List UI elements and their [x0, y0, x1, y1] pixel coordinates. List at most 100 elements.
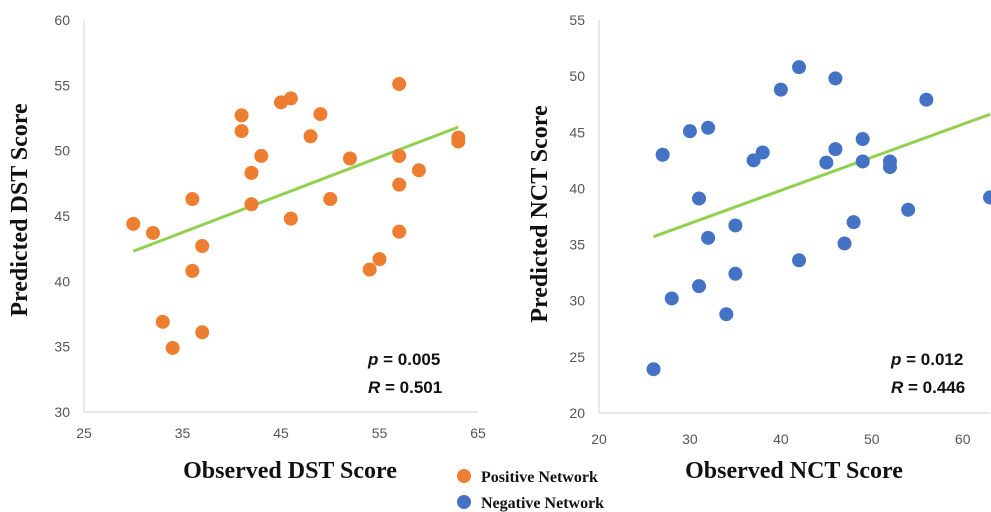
points-group — [126, 77, 466, 355]
y-tick-label: 30 — [569, 293, 585, 309]
x-tick-label: 45 — [273, 425, 289, 441]
data-point — [792, 60, 807, 75]
data-point — [755, 145, 770, 160]
data-point — [692, 191, 707, 206]
legend: Positive Network Negative Network — [457, 469, 604, 512]
data-point — [773, 82, 788, 97]
y-tick-label: 20 — [569, 405, 585, 421]
y-tick-label: 60 — [54, 12, 70, 28]
data-point — [234, 108, 249, 123]
y-axis-title: Predicted DST Score — [7, 103, 33, 317]
trendline-group — [653, 112, 991, 239]
x-tick-label: 50 — [864, 431, 880, 447]
y-tick-label: 45 — [569, 124, 585, 140]
p-value-label: p = 0.012 — [890, 350, 963, 369]
data-point — [901, 202, 916, 217]
data-point — [828, 142, 843, 157]
y-tick-label: 50 — [54, 143, 70, 159]
data-point — [701, 120, 716, 135]
legend-label-negative: Negative Network — [481, 495, 604, 512]
chart-dst: 30 35 40 45 50 55 60 25 35 45 55 65 p = 0.005 R = … — [7, 12, 486, 484]
y-tick-label: 35 — [54, 339, 70, 355]
y-tick-label: 40 — [54, 273, 70, 289]
x-axis-title: Observed DST Score — [183, 458, 397, 484]
data-point — [234, 124, 249, 139]
y-tick-label: 25 — [569, 349, 585, 365]
trendline — [653, 112, 991, 239]
data-point — [746, 153, 761, 168]
data-point — [372, 252, 387, 267]
r-value-label: R = 0.501 — [368, 378, 442, 397]
data-point — [254, 148, 269, 163]
trendline-group — [132, 125, 459, 253]
y-tick-label: 45 — [54, 208, 70, 224]
legend-label-positive: Positive Network — [481, 469, 598, 486]
data-point — [682, 124, 697, 139]
data-point — [882, 160, 897, 175]
y-tick-label: 55 — [54, 77, 70, 93]
data-point — [126, 216, 141, 231]
data-point — [646, 362, 661, 377]
y-tick-label: 30 — [54, 404, 70, 420]
data-point — [846, 215, 861, 230]
data-point — [303, 129, 318, 144]
data-point — [244, 165, 259, 180]
x-tick-label: 20 — [591, 431, 607, 447]
data-point — [664, 291, 679, 306]
chart-nct: 20 25 30 35 40 45 50 55 20 30 40 50 60 p = 0.012 R … — [527, 12, 991, 484]
data-point — [165, 340, 180, 355]
x-tick-label: 60 — [955, 431, 971, 447]
trendline — [132, 125, 459, 253]
data-point — [828, 71, 843, 86]
data-point — [819, 155, 834, 170]
y-tick-label: 35 — [569, 237, 585, 253]
data-point — [411, 163, 426, 178]
data-point — [392, 224, 407, 239]
y-tick-label: 40 — [569, 180, 585, 196]
data-point — [195, 239, 210, 254]
data-point — [283, 211, 298, 226]
data-point — [919, 92, 934, 107]
data-point — [451, 134, 466, 149]
data-point — [692, 279, 707, 294]
data-point — [342, 151, 357, 166]
x-tick-label: 65 — [470, 425, 486, 441]
x-tick-label: 25 — [76, 425, 92, 441]
y-axis-title: Predicted NCT Score — [527, 105, 553, 323]
data-point — [323, 192, 338, 207]
data-point — [145, 225, 160, 240]
legend-marker-positive — [457, 469, 471, 483]
legend-marker-negative — [457, 495, 471, 509]
y-tick-label: 55 — [569, 12, 585, 28]
p-value-label: p = 0.005 — [367, 350, 440, 369]
x-tick-label: 55 — [372, 425, 388, 441]
data-point — [313, 107, 328, 122]
y-tick-labels: 30 35 40 45 50 55 60 — [54, 12, 70, 420]
data-point — [155, 314, 170, 329]
data-point — [792, 253, 807, 268]
data-point — [392, 148, 407, 163]
data-point — [837, 236, 852, 251]
data-point — [185, 192, 200, 207]
data-point — [362, 262, 377, 277]
data-point — [855, 154, 870, 169]
y-tick-label: 50 — [569, 68, 585, 84]
data-point — [719, 307, 734, 322]
data-point — [655, 147, 670, 162]
x-tick-label: 40 — [773, 431, 789, 447]
data-point — [728, 218, 743, 233]
r-value-label: R = 0.446 — [891, 378, 965, 397]
data-point — [728, 266, 743, 281]
data-point — [983, 190, 991, 205]
x-axis-title: Observed NCT Score — [685, 458, 903, 484]
x-tick-labels: 25 35 45 55 65 — [76, 425, 486, 441]
points-group — [646, 60, 991, 377]
x-tick-label: 30 — [682, 431, 698, 447]
data-point — [701, 230, 716, 245]
data-point — [283, 91, 298, 106]
data-point — [244, 197, 259, 212]
data-point — [195, 325, 210, 340]
x-tick-label: 35 — [175, 425, 191, 441]
data-point — [855, 132, 870, 147]
